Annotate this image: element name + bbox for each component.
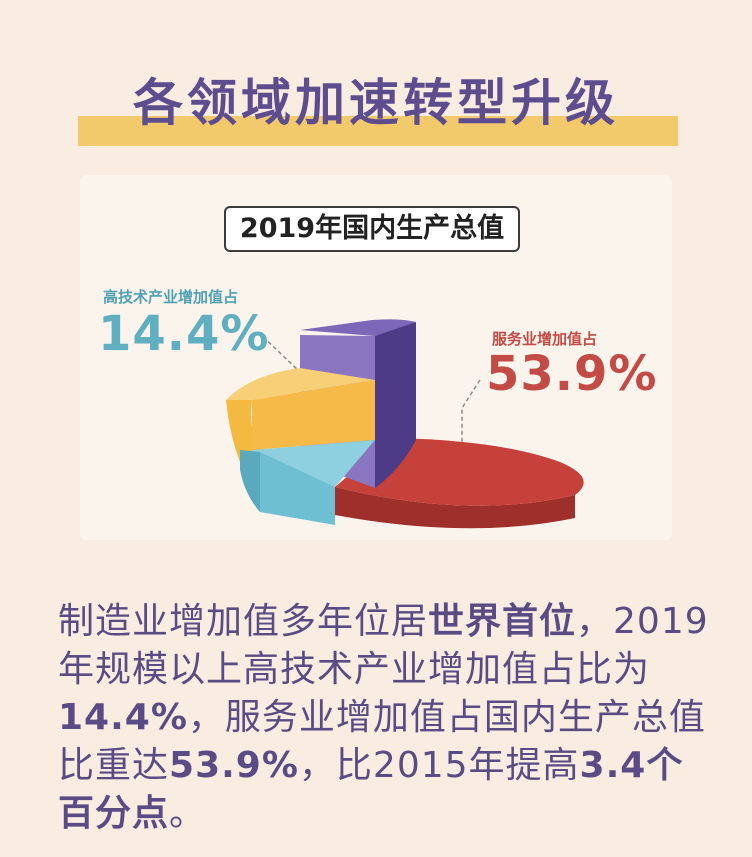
desc-bold-1: 世界首位 bbox=[428, 601, 577, 642]
desc-part-5: 。 bbox=[169, 793, 207, 834]
slice-hitech-front bbox=[260, 452, 335, 525]
desc-bold-2: 14.4% bbox=[58, 697, 188, 738]
slice-service-side bbox=[335, 487, 575, 529]
heading: 各领域加速转型升级 bbox=[0, 65, 752, 160]
heading-title: 各领域加速转型升级 bbox=[133, 74, 619, 132]
slice-yellow-top bbox=[226, 368, 375, 400]
slice-hitech-label: 高技术产业增加值占 bbox=[103, 288, 239, 306]
desc-part-1: 制造业增加值多年位居 bbox=[58, 601, 429, 642]
slice-hitech-value: 14.4% bbox=[98, 306, 270, 362]
slice-hitech-left bbox=[240, 450, 260, 512]
slice-purple-top bbox=[300, 319, 416, 336]
slice-yellow-front bbox=[252, 380, 375, 450]
desc-bold-3: 53.9% bbox=[169, 745, 299, 786]
slice-service-label: 服务业增加值占 bbox=[492, 330, 598, 348]
desc-part-3: ，服务业增加值占国内生产总值比重达 bbox=[58, 697, 706, 786]
slice-purple-side bbox=[375, 322, 416, 488]
chart-title: 2019年国内生产总值 bbox=[224, 206, 520, 252]
desc-part-4: ，比2015年提高 bbox=[298, 745, 580, 786]
description-paragraph: 制造业增加值多年位居世界首位，2019年规模以上高技术产业增加值占比为 14.4%… bbox=[58, 598, 718, 838]
desc-part-2: ，2019年规模以上高技术产业增加值占比为 bbox=[58, 601, 709, 690]
slice-service-value: 53.9% bbox=[486, 346, 658, 402]
desc-bold-4: 3.4个百分点 bbox=[58, 745, 684, 834]
heading-highlight-bar bbox=[78, 116, 678, 146]
